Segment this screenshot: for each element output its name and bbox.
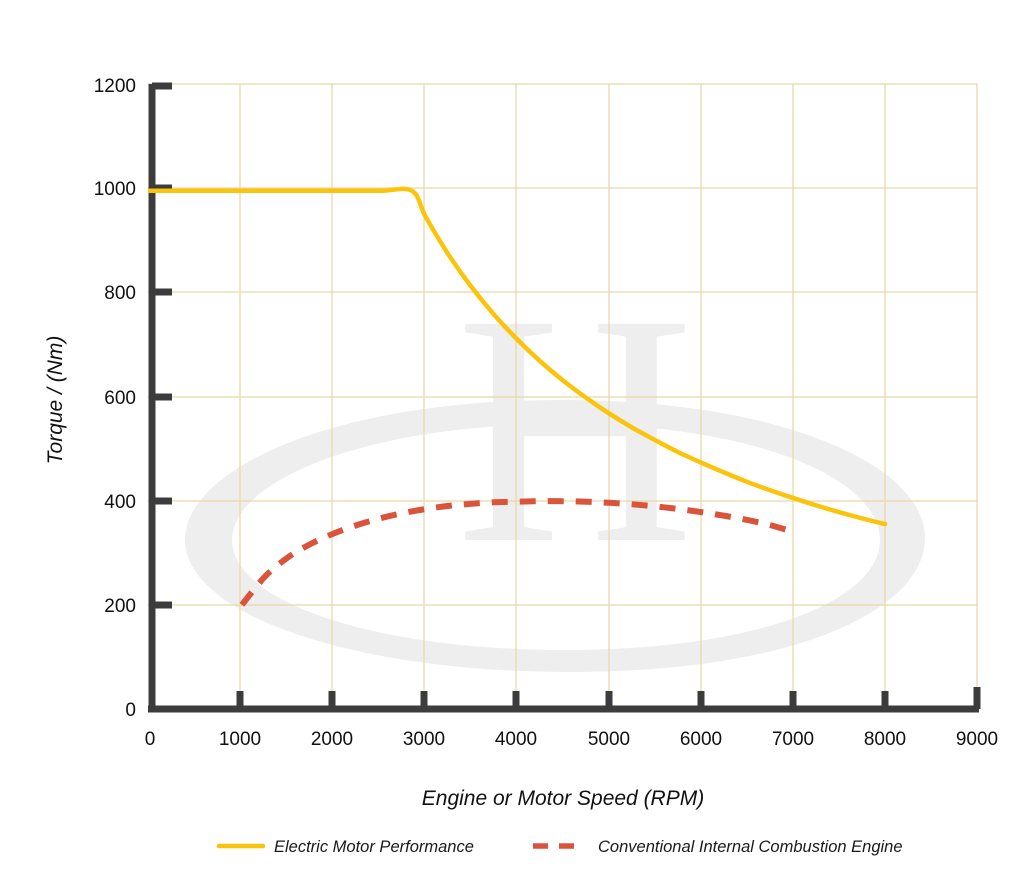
x-tick-label-2000: 2000	[311, 729, 353, 750]
x-tick-label-9000: 9000	[956, 729, 998, 750]
y-tick-label-0: 0	[125, 700, 136, 721]
legend-label-electric-motor: Electric Motor Performance	[274, 838, 474, 856]
y-tick-label-1200: 1200	[94, 76, 136, 97]
x-tick-label-8000: 8000	[864, 729, 906, 750]
y-tick-label-1000: 1000	[94, 179, 136, 200]
series-line-ice	[239, 498, 795, 607]
series-line-electric-motor	[147, 186, 888, 527]
y-axis-title: Torque / (Nm)	[44, 336, 67, 465]
x-tick-labels: 0 1000 2000 3000 4000 5000 6000 7000 800…	[145, 729, 998, 750]
series-group	[147, 186, 888, 607]
y-tick-labels: 1200 1000 800 600 400 200 0	[94, 76, 136, 721]
watermark: H	[185, 247, 925, 672]
x-axis-title: Engine or Motor Speed (RPM)	[422, 787, 704, 810]
legend: Electric Motor Performance Conventional …	[216, 838, 903, 856]
x-tick-label-7000: 7000	[772, 729, 814, 750]
watermark-letter-h: H	[456, 247, 694, 612]
x-tick-label-1000: 1000	[219, 729, 261, 750]
y-tick-label-200: 200	[104, 596, 136, 617]
x-tick-label-6000: 6000	[680, 729, 722, 750]
y-tick-label-400: 400	[104, 492, 136, 513]
x-tick-label-4000: 4000	[495, 729, 537, 750]
y-tick-label-800: 800	[104, 283, 136, 304]
y-axis-ticks	[152, 82, 172, 609]
y-tick-label-600: 600	[104, 388, 136, 409]
legend-label-ice: Conventional Internal Combustion Engine	[598, 838, 903, 856]
x-tick-label-5000: 5000	[588, 729, 630, 750]
x-axis-ticks	[236, 687, 981, 709]
x-tick-label-3000: 3000	[403, 729, 445, 750]
axes	[148, 82, 981, 713]
x-tick-label-0: 0	[145, 729, 156, 750]
